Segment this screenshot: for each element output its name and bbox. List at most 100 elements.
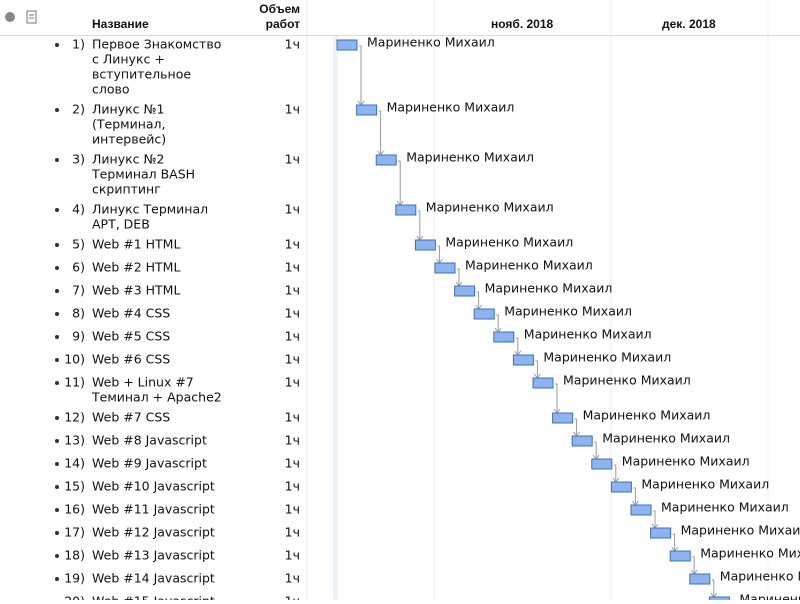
task-name[interactable]: Web #1 HTML: [92, 237, 180, 252]
bullet: [55, 439, 59, 443]
task-name[interactable]: Линукс №1: [92, 102, 164, 117]
task-name[interactable]: Web #9 Javascript: [92, 456, 207, 471]
assignee: Мариненко Михаил: [426, 200, 554, 215]
task-bar[interactable]: [434, 262, 456, 274]
task-bar[interactable]: [552, 412, 574, 424]
task-name[interactable]: Web #11 Javascript: [92, 502, 215, 517]
task-name[interactable]: Web #5 CSS: [92, 329, 170, 344]
row-number: 10): [64, 352, 85, 367]
task-name[interactable]: интервейс): [92, 132, 166, 147]
bullet: [55, 531, 59, 535]
work-amount: 1ч: [285, 237, 300, 252]
task-bar[interactable]: [473, 308, 495, 320]
row-number: 3): [72, 152, 85, 167]
bullet: [55, 312, 59, 316]
assignee: Мариненко Михаил: [681, 523, 800, 538]
bullet: [55, 158, 59, 162]
task-name[interactable]: Web #14 Javascript: [92, 571, 215, 586]
task-bar[interactable]: [630, 504, 652, 516]
task-bar[interactable]: [532, 377, 554, 389]
work-amount: 1ч: [285, 502, 300, 517]
work-amount: 1ч: [285, 571, 300, 586]
bullet: [55, 289, 59, 293]
task-name[interactable]: Web #6 CSS: [92, 352, 170, 367]
task-name[interactable]: Web #12 Javascript: [92, 525, 215, 540]
task-name[interactable]: Web #3 HTML: [92, 283, 180, 298]
task-bar[interactable]: [454, 285, 476, 297]
assignee: Мариненко Михаил: [465, 258, 593, 273]
task-name[interactable]: Web #10 Javascript: [92, 479, 215, 494]
task-bar[interactable]: [571, 435, 593, 447]
task-name[interactable]: Web + Linux #7: [92, 375, 194, 390]
task-name[interactable]: Теминал + Apache2: [91, 390, 222, 405]
task-name[interactable]: Web #4 CSS: [92, 306, 170, 321]
task-name[interactable]: (Терминал,: [92, 117, 166, 132]
bullet: [55, 508, 59, 512]
task-name[interactable]: Линукс Терминал: [92, 202, 208, 217]
task-name[interactable]: Линукс №2: [92, 152, 164, 167]
work-amount: 1ч: [285, 433, 300, 448]
task-bar[interactable]: [689, 573, 711, 585]
bullet: [55, 577, 59, 581]
task-bar[interactable]: [591, 458, 613, 470]
task-bar[interactable]: [356, 104, 378, 116]
task-bar[interactable]: [512, 354, 534, 366]
row-number: 13): [64, 433, 85, 448]
task-bar[interactable]: [610, 481, 632, 493]
task-name[interactable]: Терминал BASH: [91, 167, 195, 182]
dependency-arrow: [378, 110, 382, 155]
dependency-arrow: [515, 337, 519, 355]
task-bar[interactable]: [414, 239, 436, 251]
doc-icon[interactable]: [26, 10, 37, 24]
column-header[interactable]: работ: [266, 17, 300, 31]
task-name[interactable]: Первое Знакомство: [92, 37, 221, 52]
task-bar[interactable]: [375, 154, 397, 166]
task-name[interactable]: Web #2 HTML: [92, 260, 180, 275]
work-amount: 1ч: [285, 283, 300, 298]
hand-icon[interactable]: [5, 12, 15, 22]
task-name[interactable]: Web #8 Javascript: [92, 433, 207, 448]
task-name[interactable]: слово: [92, 82, 130, 97]
column-header[interactable]: Название: [92, 17, 149, 31]
row-number: 2): [72, 102, 85, 117]
assignee: Мариненко Михаил: [700, 546, 800, 561]
dependency-arrow: [672, 533, 676, 551]
task-name[interactable]: с Линукс +: [92, 52, 165, 67]
task-bar[interactable]: [650, 527, 672, 539]
work-amount: 1ч: [285, 410, 300, 425]
task-bar[interactable]: [336, 39, 358, 51]
work-amount: 1ч: [285, 37, 300, 52]
row-number: 9): [72, 329, 85, 344]
bullet: [55, 108, 59, 112]
task-name[interactable]: скриптинг: [92, 182, 161, 197]
work-amount: 1ч: [285, 548, 300, 563]
row-number: 15): [64, 479, 85, 494]
task-bar[interactable]: [669, 550, 691, 562]
today-strip: [333, 36, 338, 600]
dependency-arrow: [417, 210, 421, 240]
task-name[interactable]: Web #13 Javascript: [92, 548, 215, 563]
dependency-arrow: [457, 268, 460, 286]
dependency-arrow: [653, 510, 656, 528]
dependency-arrow: [398, 160, 401, 205]
task-bar[interactable]: [395, 204, 417, 216]
column-header[interactable]: Объем: [259, 2, 300, 16]
assignee: Мариненко Михаил: [563, 373, 691, 388]
bullet: [55, 266, 59, 270]
task-name[interactable]: Web #15 Javascript: [92, 594, 215, 604]
bullet: [55, 358, 59, 362]
task-bar[interactable]: [493, 331, 515, 343]
task-name[interactable]: вступительное: [92, 67, 191, 82]
dependency-arrow: [496, 314, 499, 332]
bullet: [55, 485, 59, 489]
task-name[interactable]: APT, DEB: [92, 217, 150, 232]
assignee: Мариненко Михаил: [387, 100, 515, 115]
task-name[interactable]: Web #7 CSS: [92, 410, 170, 425]
work-amount: 1ч: [285, 525, 300, 540]
work-amount: 1ч: [285, 375, 300, 390]
dependency-arrow: [594, 441, 597, 459]
row-number: 4): [72, 202, 85, 217]
work-amount: 1ч: [285, 102, 300, 117]
